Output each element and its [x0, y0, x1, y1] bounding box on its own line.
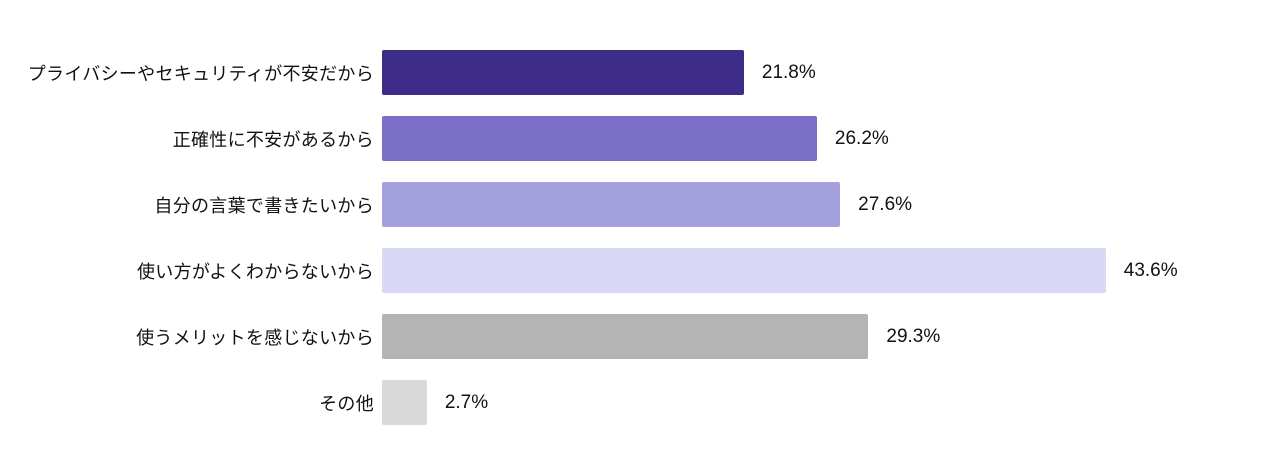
- bar: [382, 50, 744, 95]
- value-label: 21.8%: [761, 61, 816, 83]
- chart-row: 使うメリットを感じないから 29.3%: [0, 314, 1280, 359]
- category-label: 正確性に不安があるから: [172, 129, 374, 150]
- bar: [382, 314, 869, 359]
- bar: [382, 380, 427, 425]
- category-label: 使い方がよくわからないから: [137, 261, 374, 282]
- bar: [382, 182, 841, 227]
- value-label: 26.2%: [834, 127, 889, 149]
- chart-row: プライバシーやセキュリティが不安だから 21.8%: [0, 50, 1280, 95]
- chart-row: 使い方がよくわからないから 43.6%: [0, 248, 1280, 293]
- value-label: 43.6%: [1123, 259, 1178, 281]
- bar: [382, 248, 1106, 293]
- category-label: その他: [319, 393, 374, 414]
- category-label: プライバシーやセキュリティが不安だから: [27, 63, 374, 84]
- chart-row: 正確性に不安があるから 26.2%: [0, 116, 1280, 161]
- bar: [382, 116, 817, 161]
- value-label: 2.7%: [444, 391, 489, 413]
- value-label: 27.6%: [858, 193, 913, 215]
- value-label: 29.3%: [886, 325, 941, 347]
- category-label: 使うメリットを感じないから: [136, 327, 374, 348]
- category-label: 自分の言葉で書きたいから: [154, 195, 374, 216]
- chart-row: 自分の言葉で書きたいから 27.6%: [0, 182, 1280, 227]
- chart-row: その他 2.7%: [0, 380, 1280, 425]
